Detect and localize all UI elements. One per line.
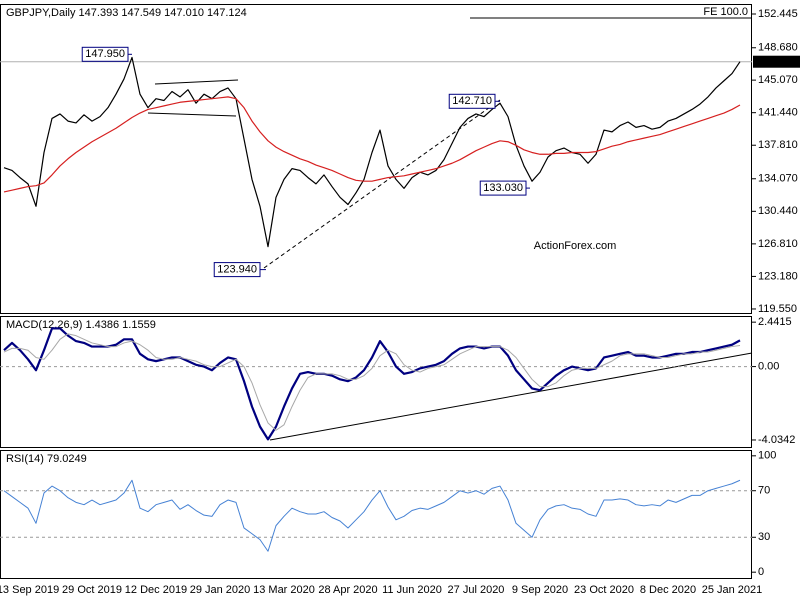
x-tick-label: 28 Apr 2020 [318, 584, 377, 596]
x-tick-label: 29 Jan 2020 [190, 584, 251, 596]
x-tick-label: 23 Oct 2020 [574, 584, 634, 596]
y-tick-label: 130.440 [758, 205, 798, 217]
y-tick-label: 0 [758, 566, 764, 578]
macd-panel-frame [0, 316, 752, 448]
channel-line [154, 79, 239, 85]
x-tick-label: 27 Jul 2020 [448, 584, 505, 596]
x-tick-label: 9 Sep 2020 [512, 584, 568, 596]
rsi-panel-frame [0, 450, 752, 579]
x-tick-label: 12 Dec 2019 [125, 584, 187, 596]
current-price-box [753, 55, 800, 68]
panel-title: GBPJPY,Daily 147.393 147.549 147.010 147… [6, 7, 247, 19]
annotation-box [479, 180, 527, 196]
y-tick-label: 0.00 [758, 360, 779, 372]
price-panel-frame [0, 4, 752, 314]
series-line [3, 479, 741, 552]
annotation-label: 147.950 [85, 48, 125, 60]
y-tick-label: 126.810 [758, 238, 798, 250]
y-tick-label: 141.440 [758, 107, 798, 119]
y-tick-label: -4.0342 [758, 434, 795, 446]
y-tick-label: 2.4415 [758, 316, 792, 328]
watermark: ActionForex.com [534, 240, 617, 252]
annotation-label: 142.710 [452, 95, 492, 107]
y-tick-label: 30 [758, 531, 770, 543]
annotation-box [448, 93, 496, 109]
current-price-label: 147.124 [757, 56, 797, 68]
y-tick-label: 119.550 [758, 303, 797, 315]
channel-line [147, 112, 237, 117]
series-line [3, 333, 741, 431]
x-tick-label: 8 Dec 2020 [640, 584, 696, 596]
x-tick-label: 29 Oct 2019 [62, 584, 122, 596]
trend-line [263, 99, 501, 269]
annotation-box [213, 262, 261, 278]
x-tick-label: 13 Mar 2020 [253, 584, 315, 596]
x-tick-label: 25 Jan 2021 [702, 584, 763, 596]
x-tick-label: 11 Jun 2020 [382, 584, 442, 596]
annotation-label: 123.940 [217, 264, 257, 276]
y-tick-label: 152.445 [758, 8, 798, 20]
panel-title: RSI(14) 79.0249 [6, 453, 87, 465]
series-line [3, 96, 741, 193]
panel-title: MACD(12,26,9) 1.4386 1.1559 [6, 319, 156, 331]
fe-level-label: FE 100.0 [703, 6, 748, 18]
y-tick-label: 134.070 [758, 173, 798, 185]
y-tick-label: 148.680 [758, 42, 798, 54]
series-line [3, 56, 741, 248]
y-tick-label: 100 [758, 450, 776, 462]
annotation-label: 133.030 [483, 182, 523, 194]
y-tick-label: 137.810 [758, 139, 798, 151]
macd-trend-line [269, 352, 753, 441]
annotation-box [81, 46, 129, 62]
y-tick-label: 123.180 [758, 270, 798, 282]
y-tick-label: 145.070 [758, 74, 798, 86]
series-line [3, 327, 741, 441]
x-tick-label: 13 Sep 2019 [0, 584, 59, 596]
y-tick-label: 70 [758, 485, 770, 497]
drawings [147, 79, 753, 441]
